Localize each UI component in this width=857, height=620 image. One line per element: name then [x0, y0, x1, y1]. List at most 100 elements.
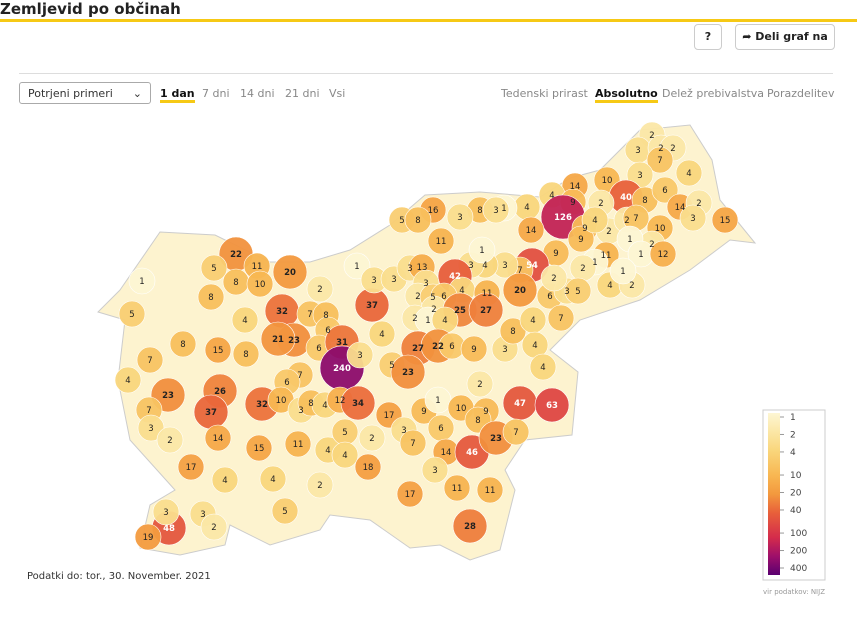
period-tab[interactable]: 14 dni [240, 87, 275, 100]
municipality [232, 340, 260, 368]
municipality-label: 20 [514, 286, 526, 296]
municipality-label: 4 [607, 281, 612, 291]
municipality-label: 63 [546, 401, 558, 411]
municipality-label: 4 [540, 363, 545, 373]
municipality-label: 23 [402, 368, 414, 378]
title: Zemljevid po občinah [0, 0, 857, 22]
municipality [711, 206, 739, 234]
period-tab[interactable]: 1 dan [160, 87, 195, 103]
municipality-label: 10 [276, 396, 287, 406]
municipality-label: 17 [405, 490, 416, 500]
legend-tick-label: 20 [790, 489, 802, 499]
municipality-label: 48 [163, 524, 175, 534]
municipality-label: 11 [601, 251, 612, 261]
municipality-label: 8 [243, 350, 248, 360]
municipality-label: 8 [642, 196, 647, 206]
municipality-label: 10 [602, 176, 613, 186]
municipality-label: 4 [482, 261, 487, 271]
municipality-label: 2 [317, 285, 322, 295]
municipality-label: 2 [649, 240, 654, 250]
municipality [136, 346, 164, 374]
municipality-label: 16 [428, 206, 439, 216]
municipality-label: 17 [384, 411, 395, 421]
municipality-label: 19 [143, 533, 154, 543]
municipality-label: 2 [431, 305, 436, 315]
municipality-label: 10 [255, 280, 266, 290]
municipality [245, 434, 273, 462]
dropdown[interactable]: Potrjeni primeri ⌄ [19, 82, 151, 104]
municipality-label: 1 [638, 250, 643, 260]
municipality-label: 9 [471, 345, 476, 355]
municipality-label: 4 [549, 191, 554, 201]
municipality-label: 13 [417, 263, 428, 273]
municipality [646, 146, 674, 174]
municipality-label: 2 [477, 380, 482, 390]
municipality-label: 21 [272, 335, 284, 345]
municipality-label: 4 [592, 216, 597, 226]
municipality-label: 8 [323, 311, 328, 321]
municipality-label: 3 [423, 279, 428, 289]
dropdown-label: Potrjeni primeri [28, 87, 113, 100]
municipality-label: 23 [490, 434, 502, 444]
help-button[interactable]: ? [694, 24, 722, 50]
municipality-label: 3 [637, 171, 642, 181]
municipality-label: 3 [493, 206, 498, 216]
municipality-label: 23 [288, 336, 300, 346]
municipality-label: 3 [407, 264, 412, 274]
period-tab[interactable]: 7 dni [202, 87, 230, 100]
separator [19, 73, 833, 74]
municipality [679, 204, 707, 232]
period-tab[interactable]: 21 dni [285, 87, 320, 100]
municipality-label: 5 [389, 361, 394, 371]
footnote: Podatki do: tor., 30. November. 2021 [27, 571, 211, 582]
municipality [204, 424, 232, 452]
municipality-label: 32 [276, 307, 288, 317]
share-label: Deli graf na [755, 30, 828, 43]
legend-tick-label: 2 [790, 430, 796, 440]
municipality [354, 453, 382, 481]
municipality-label: 14 [213, 434, 224, 444]
municipality [331, 441, 359, 469]
municipality-label: 5 [399, 216, 404, 226]
municipality-label: 3 [391, 275, 396, 285]
municipality [609, 257, 637, 285]
period-tab[interactable]: Vsi [329, 87, 346, 100]
municipality [482, 196, 510, 224]
municipality-label: 7 [657, 156, 662, 166]
municipality-label: 28 [464, 522, 476, 532]
mode-tab[interactable]: Porazdelitev [767, 87, 835, 100]
municipality-label: 4 [270, 475, 275, 485]
municipality [272, 254, 308, 290]
municipality-label: 2 [317, 481, 322, 491]
municipality [452, 508, 488, 544]
municipality-label: 126 [554, 213, 572, 223]
municipality-label: 2 [551, 274, 556, 284]
share-icon: ➦ [742, 30, 756, 43]
municipality-label: 7 [146, 406, 151, 416]
municipality-label: 4 [459, 286, 464, 296]
municipality-label: 3 [357, 351, 362, 361]
municipality [197, 283, 225, 311]
municipality-label: 2 [211, 523, 216, 533]
share-button[interactable]: ➦ Deli graf na [735, 24, 835, 50]
municipality [246, 270, 274, 298]
mode-tab[interactable]: Tedenski prirast [501, 87, 588, 100]
municipality [427, 227, 455, 255]
municipality-label: 4 [325, 446, 330, 456]
municipality-label: 1 [627, 235, 632, 245]
mode-tab[interactable]: Delež prebivalstva [662, 87, 765, 100]
municipality-label: 8 [208, 293, 213, 303]
municipality-label: 8 [415, 216, 420, 226]
municipality [466, 370, 494, 398]
municipality [211, 466, 239, 494]
municipality-label: 4 [442, 316, 447, 326]
municipality [468, 292, 504, 328]
municipality [259, 465, 287, 493]
municipality-label: 2 [658, 144, 663, 154]
municipality-label: 5 [129, 310, 134, 320]
municipality-label: 7 [517, 266, 522, 276]
mode-tab[interactable]: Absolutno [595, 87, 658, 103]
municipality [200, 513, 228, 541]
municipality [460, 335, 488, 363]
municipality [675, 159, 703, 187]
